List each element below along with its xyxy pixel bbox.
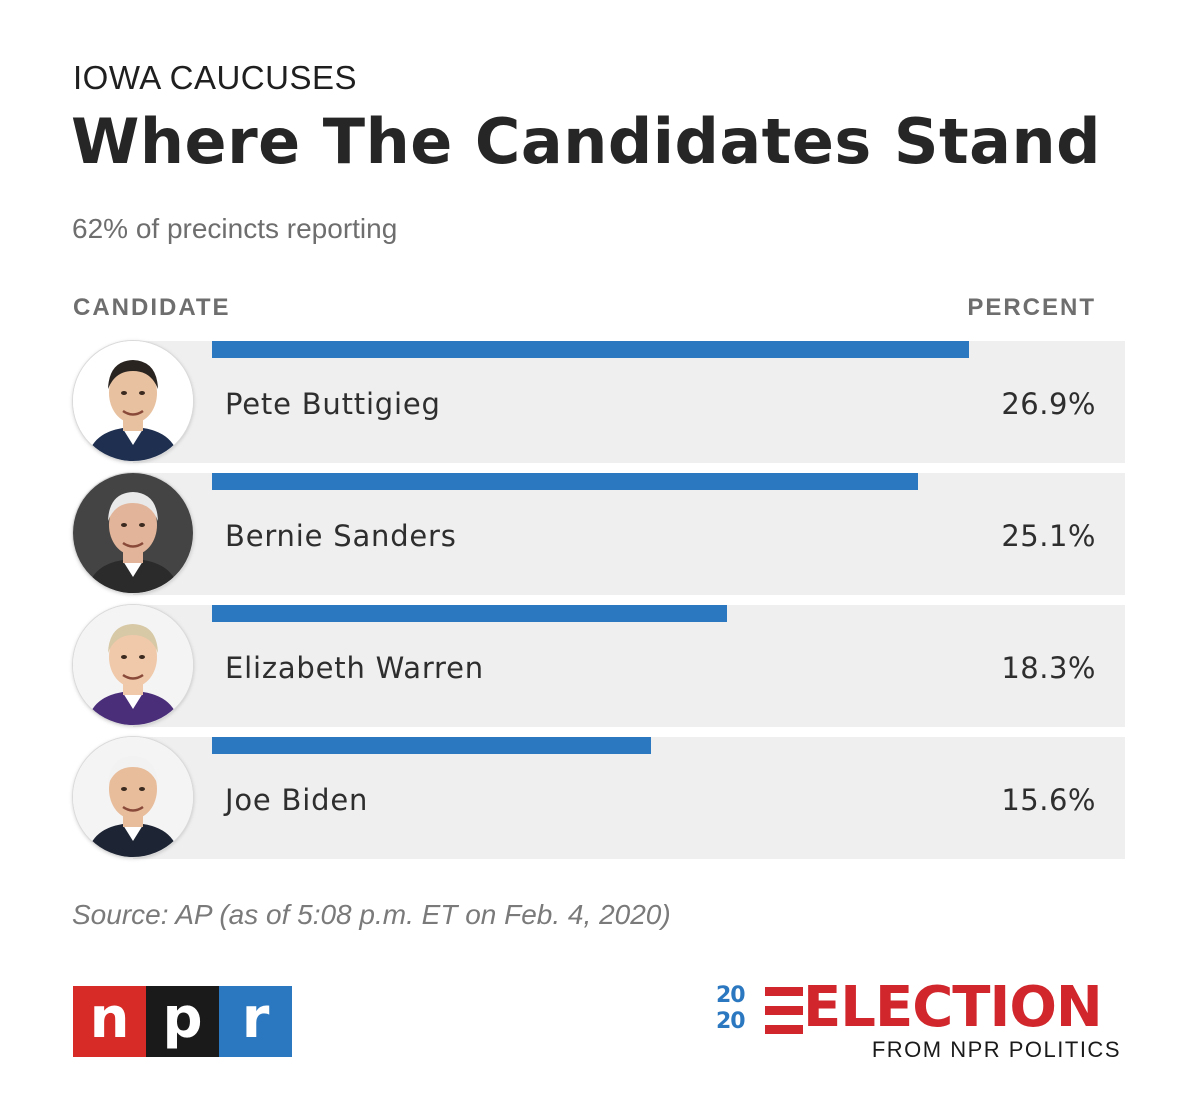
column-header-percent: PERCENT: [967, 294, 1096, 321]
npr-logo-r: r: [219, 986, 292, 1057]
portrait-icon: [73, 605, 193, 725]
election-year-top: 20: [716, 983, 746, 1008]
column-header-candidate: CANDIDATE: [73, 294, 231, 321]
percent-bar: [212, 605, 727, 622]
candidate-photo: [73, 737, 193, 857]
row-background: [133, 473, 1125, 595]
election-word: ELECTION: [803, 975, 1103, 1040]
candidate-photo: [73, 341, 193, 461]
portrait-icon: [73, 473, 193, 593]
row-background: [133, 341, 1125, 463]
candidate-photo: [73, 473, 193, 593]
candidate-row: Elizabeth Warren 18.3%: [73, 605, 1125, 727]
election-year: 20 20: [716, 985, 764, 1033]
election-year-bottom: 20: [716, 1009, 746, 1034]
chart-kicker: IOWA CAUCUSES: [73, 59, 357, 96]
candidate-percent: 18.3%: [1001, 651, 1096, 685]
portrait-icon: [73, 341, 193, 461]
candidate-row: Pete Buttigieg 26.9%: [73, 341, 1125, 463]
npr-logo-p: p: [146, 986, 219, 1057]
npr-logo-n: n: [73, 986, 146, 1057]
percent-bar: [212, 473, 918, 490]
candidate-percent: 25.1%: [1001, 519, 1096, 553]
candidate-name: Bernie Sanders: [225, 519, 457, 553]
precincts-reporting: 62% of precincts reporting: [72, 213, 398, 244]
election-tagline: FROM NPR POLITICS: [871, 1037, 1121, 1062]
candidate-row: Bernie Sanders 25.1%: [73, 473, 1125, 595]
row-background: [133, 737, 1125, 859]
candidate-percent: 15.6%: [1001, 783, 1096, 817]
percent-bar: [212, 737, 651, 754]
candidate-name: Elizabeth Warren: [225, 651, 484, 685]
candidate-name: Joe Biden: [225, 783, 369, 817]
candidate-name: Pete Buttigieg: [225, 387, 441, 421]
candidate-percent: 26.9%: [1001, 387, 1096, 421]
candidate-row: Joe Biden 15.6%: [73, 737, 1125, 859]
npr-logo: n p r: [73, 986, 292, 1057]
source-note: Source: AP (as of 5:08 p.m. ET on Feb. 4…: [72, 899, 671, 930]
candidate-photo: [73, 605, 193, 725]
chart-title: Where The Candidates Stand: [71, 105, 1102, 178]
portrait-icon: [73, 737, 193, 857]
election-2020-logo: 20 20 ELECTION FROM NPR POLITICS: [713, 978, 1125, 1062]
percent-bar: [212, 341, 969, 358]
row-background: [133, 605, 1125, 727]
election-stripes-icon: [765, 987, 803, 1034]
